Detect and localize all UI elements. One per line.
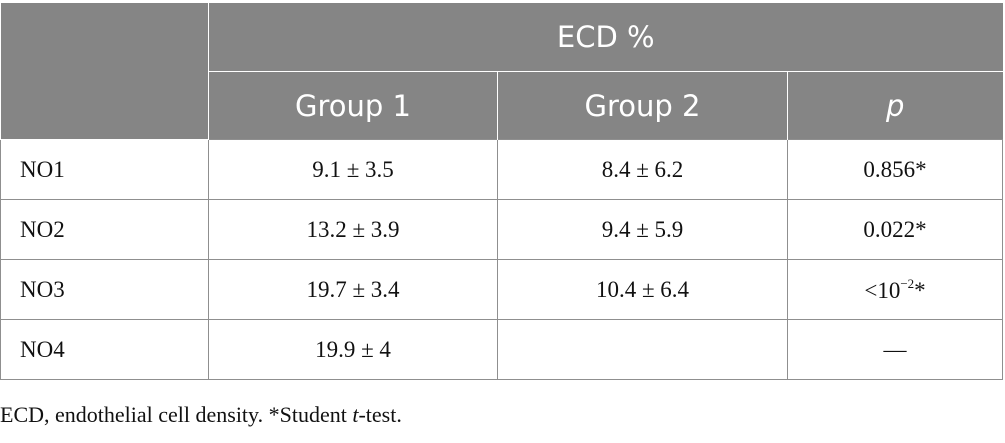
p-value-base: <10	[864, 277, 901, 303]
table-row: NO2 13.2 ± 3.9 9.4 ± 5.9 0.022*	[0, 199, 1004, 260]
table-row: NO1 9.1 ± 3.5 8.4 ± 6.2 0.856*	[0, 139, 1004, 200]
group-1-value: 9.1 ± 3.5	[208, 139, 498, 200]
footnote-text-end: -test.	[358, 402, 402, 427]
column-header-p: p	[786, 71, 1003, 140]
p-value-mark: *	[914, 277, 926, 303]
ecd-table: ECD % Group 1 Group 2 p NO1 9.1 ± 3.5 8.…	[0, 3, 1004, 380]
column-header-group-2: Group 2	[497, 71, 788, 140]
header-corner-cell	[0, 3, 209, 140]
p-value: 0.856*	[786, 139, 1004, 200]
header-row-columns: Group 1 Group 2 p	[1, 71, 1003, 140]
group-2-value: 8.4 ± 6.2	[497, 139, 788, 200]
row-label: NO1	[0, 139, 209, 200]
group-1-value: 19.7 ± 3.4	[208, 259, 498, 320]
footnote-text: ECD, endothelial cell density. *Student	[0, 402, 353, 427]
p-value-exponent: −2	[900, 275, 915, 291]
row-label: NO2	[0, 199, 209, 260]
row-label: NO4	[0, 319, 209, 380]
row-label: NO3	[0, 259, 209, 320]
group-1-value: 13.2 ± 3.9	[208, 199, 498, 260]
group-1-value: 19.9 ± 4	[208, 319, 498, 380]
p-value: 0.022*	[786, 199, 1004, 260]
group-2-value: 10.4 ± 6.4	[497, 259, 788, 320]
p-value: —	[786, 319, 1004, 380]
table-row: NO3 19.7 ± 3.4 10.4 ± 6.4 <10−2*	[0, 259, 1004, 320]
header-row-group: ECD %	[0, 3, 1003, 140]
table-footnote: ECD, endothelial cell density. *Student …	[0, 402, 402, 428]
table-row: NO4 19.9 ± 4 —	[0, 319, 1004, 380]
column-header-group-1: Group 1	[208, 71, 498, 140]
group-2-value	[497, 319, 788, 380]
p-value: <10−2*	[786, 259, 1004, 320]
ecd-group-header: ECD %	[207, 3, 1003, 72]
footnote-italic-t: t	[352, 402, 359, 427]
group-2-value: 9.4 ± 5.9	[497, 199, 788, 260]
